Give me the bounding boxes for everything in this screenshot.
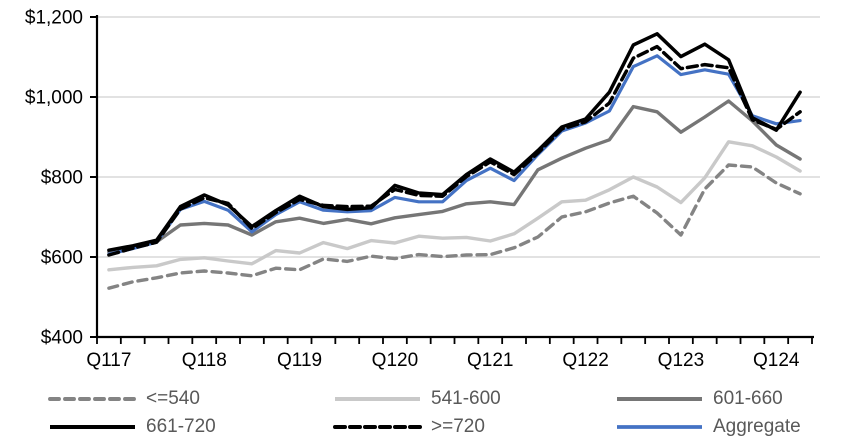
legend-swatch-541-600 [335,397,420,401]
legend-item-ge720: >=720 [333,416,485,438]
series-line-541-600 [107,140,802,272]
series-line-aggregate [107,54,802,256]
legend-item-aggregate: Aggregate [615,416,801,438]
legend-label-le540: <=540 [146,388,200,409]
legend-label-ge720: >=720 [431,416,485,437]
legend-label-541-600: 541-600 [431,388,501,409]
y-axis-label-600: $600 [41,248,83,269]
legend-swatch-661-720 [50,425,135,429]
x-axis-label-Q121: Q121 [467,350,513,371]
legend-label-601-660: 601-660 [713,388,783,409]
x-axis-label-Q123: Q123 [658,350,704,371]
legend-item-541-600: 541-600 [333,388,501,410]
legend-label-661-720: 661-720 [146,416,216,437]
y-axis-label-1000: $1,000 [25,88,83,109]
legend-swatch-le540 [48,397,137,401]
legend-item-601-660: 601-660 [615,388,783,410]
y-axis-label-1200: $1,200 [25,8,83,29]
legend-item-661-720: 661-720 [48,416,216,438]
legend-swatch-aggregate [617,425,702,429]
x-axis-label-Q122: Q122 [562,350,608,371]
x-axis-label-Q120: Q120 [372,350,418,371]
legend-swatch-601-660 [617,397,702,401]
legend-swatch-ge720 [333,425,422,429]
x-axis-label-Q119: Q119 [277,350,322,371]
y-axis-label-400: $400 [41,328,83,349]
legend-label-aggregate: Aggregate [713,416,801,437]
series-line--720 [107,44,802,257]
y-axis-label-800: $800 [41,168,83,189]
series-line--540 [107,163,802,290]
plot-area: $400 $600 $800 $1,000 $1,200 Q117 Q118 Q119 Q120… [25,8,820,371]
legend-item-le540: <=540 [48,388,200,410]
series-line-601-660 [107,99,802,254]
x-axis-label-Q124: Q124 [753,350,800,371]
x-axis-label-Q118: Q118 [182,350,227,371]
x-axis-label-Q117: Q117 [86,350,131,371]
